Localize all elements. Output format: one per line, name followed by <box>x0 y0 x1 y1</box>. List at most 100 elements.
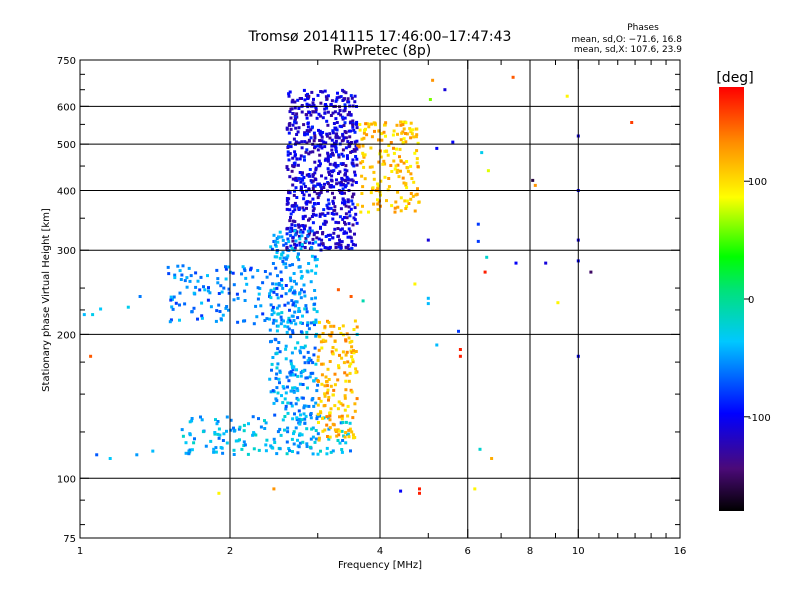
data-point <box>278 381 281 385</box>
data-point <box>333 205 337 209</box>
grid-layer <box>80 60 680 538</box>
data-point <box>316 383 320 387</box>
data-point <box>358 128 362 132</box>
data-point <box>268 328 272 332</box>
data-point <box>347 336 351 340</box>
data-point <box>306 350 310 354</box>
data-point <box>409 164 413 168</box>
data-point <box>274 282 278 286</box>
data-point <box>311 397 315 400</box>
data-point <box>343 200 347 204</box>
data-point <box>297 258 301 262</box>
data-point <box>317 128 320 132</box>
data-point <box>281 260 285 263</box>
data-point <box>342 216 346 219</box>
data-point <box>380 138 384 142</box>
data-point <box>351 433 355 437</box>
data-point <box>485 255 489 259</box>
data-point <box>299 413 302 417</box>
data-point <box>229 418 233 422</box>
data-point <box>317 397 321 400</box>
data-point <box>313 134 317 138</box>
data-point <box>334 126 338 130</box>
data-point <box>312 404 316 408</box>
data-point <box>285 232 289 236</box>
data-point <box>276 312 280 316</box>
data-point <box>291 331 295 335</box>
data-point <box>347 379 351 383</box>
data-point <box>353 402 357 406</box>
data-point <box>339 207 343 211</box>
data-point <box>252 431 256 435</box>
data-point <box>199 275 203 279</box>
data-point <box>295 418 299 422</box>
data-point <box>257 417 260 421</box>
data-point <box>309 179 313 183</box>
data-point <box>232 453 236 456</box>
data-point <box>399 138 403 142</box>
data-point <box>341 183 345 187</box>
data-point <box>298 157 302 161</box>
data-point <box>294 282 298 286</box>
data-point <box>187 266 191 270</box>
data-point <box>347 428 351 432</box>
data-point <box>361 151 365 155</box>
data-point <box>321 90 325 94</box>
data-point <box>170 305 174 309</box>
data-point <box>217 436 221 440</box>
data-point <box>399 209 403 213</box>
data-point <box>339 162 343 166</box>
data-point <box>340 448 344 451</box>
data-point <box>288 449 291 453</box>
data-point <box>293 412 296 416</box>
data-point <box>200 418 204 422</box>
data-point <box>328 360 332 363</box>
data-point <box>294 300 298 304</box>
data-point <box>343 394 347 398</box>
data-point <box>336 407 340 411</box>
data-point <box>298 171 302 174</box>
data-point <box>320 174 323 178</box>
data-point <box>275 372 279 376</box>
data-point <box>328 245 332 249</box>
data-point <box>295 368 298 372</box>
data-point <box>280 294 284 298</box>
data-point <box>336 227 340 230</box>
data-point <box>331 191 334 195</box>
data-point <box>278 427 282 431</box>
data-point <box>181 434 185 438</box>
data-point <box>409 197 413 201</box>
data-point <box>302 182 306 186</box>
data-point <box>325 97 329 101</box>
data-point <box>404 121 408 125</box>
data-point <box>327 437 331 441</box>
data-point <box>346 140 350 144</box>
data-point <box>236 296 240 300</box>
data-point <box>323 222 327 226</box>
data-point <box>269 444 273 448</box>
data-point <box>321 242 325 246</box>
colorbar-gradient <box>719 87 744 511</box>
data-point <box>288 208 292 212</box>
data-point <box>332 201 335 205</box>
data-point <box>323 219 327 223</box>
data-point <box>306 323 309 327</box>
data-point <box>340 356 344 360</box>
data-point <box>395 123 399 127</box>
data-point <box>347 145 351 149</box>
data-point <box>286 385 289 389</box>
data-point <box>317 193 321 197</box>
data-point <box>331 131 335 135</box>
data-point <box>416 141 420 145</box>
data-point <box>215 268 219 272</box>
data-point <box>314 240 318 244</box>
data-point <box>337 243 341 246</box>
data-point <box>295 157 299 161</box>
data-point <box>270 247 274 251</box>
data-point <box>337 155 341 159</box>
data-point <box>302 155 306 159</box>
data-point <box>344 164 348 168</box>
data-point <box>368 165 372 169</box>
data-point <box>217 292 221 295</box>
data-point <box>476 239 480 243</box>
